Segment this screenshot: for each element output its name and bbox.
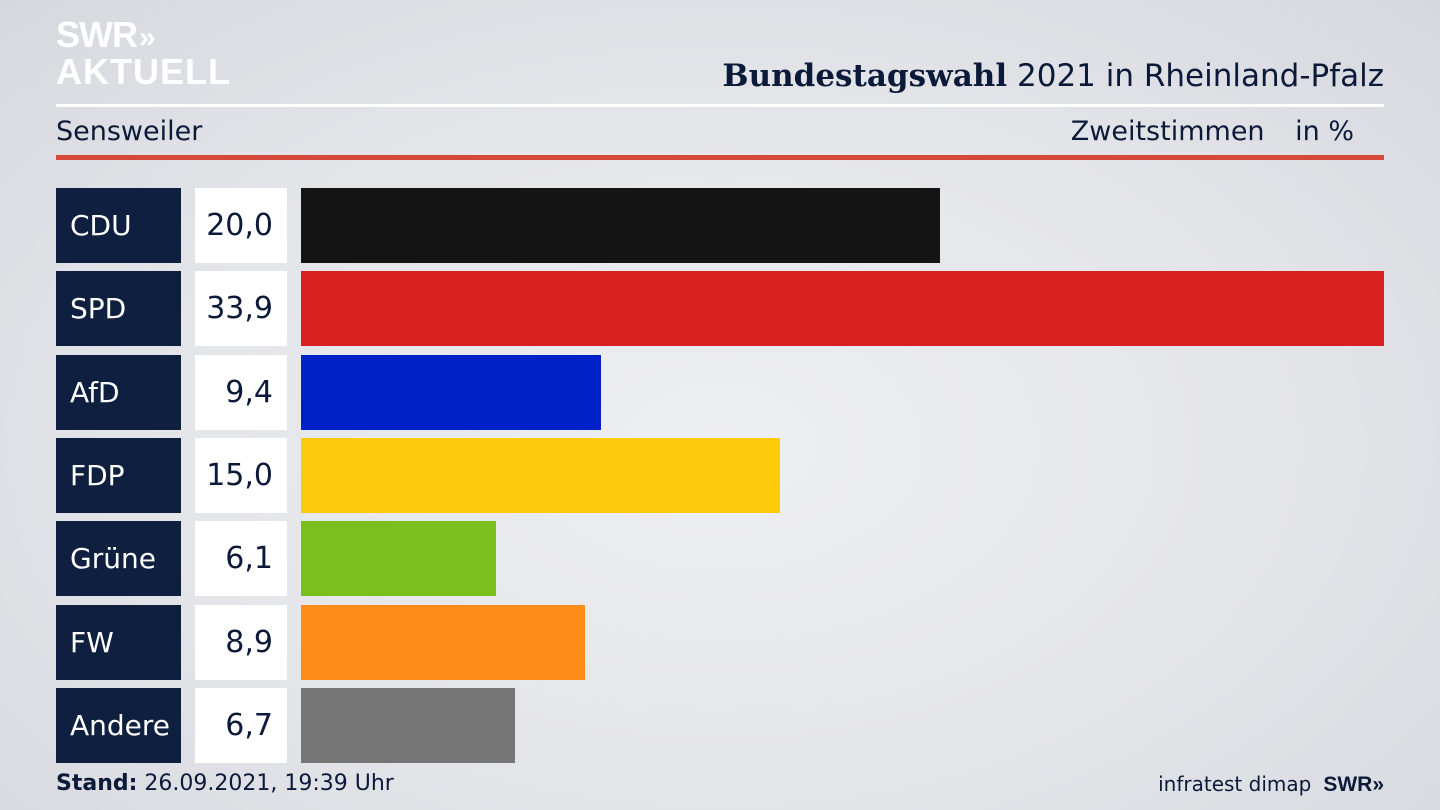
timestamp-label: Stand: [56,771,138,796]
chart-title: Bundestagswahl 2021 in Rheinland-Pfalz [722,58,1384,94]
logo-text-aktuell: AKTUELL [56,51,231,92]
logo-text-swr: SWR [56,14,138,55]
unit-label: in % [1295,116,1354,147]
bar [301,188,940,263]
chart-title-rest: 2021 in Rheinland-Pfalz [1017,58,1384,94]
value-label: 33,9 [195,271,287,346]
bar [301,521,496,596]
header-divider-red [56,155,1384,160]
swr-brand-logo: SWR» [1323,773,1384,796]
party-label: CDU [56,188,181,263]
bar [301,688,515,763]
vote-type-label: Zweitstimmen [1070,116,1265,147]
header-divider-white [56,104,1384,107]
value-label: 6,7 [195,688,287,763]
party-label: AfD [56,355,181,430]
value-label: 8,9 [195,605,287,680]
value-label: 15,0 [195,438,287,513]
bar [301,271,1384,346]
party-label: FDP [56,438,181,513]
swr-chevrons-icon: » [1372,773,1384,796]
location-label: Sensweiler [56,116,203,147]
value-label: 6,1 [195,521,287,596]
party-label: Grüne [56,521,181,596]
chart-title-bold: Bundestagswahl [722,58,1008,94]
source-label: infratest dimap [1158,772,1312,796]
timestamp-value: 26.09.2021, 19:39 Uhr [144,771,394,796]
party-label: SPD [56,271,181,346]
value-label: 20,0 [195,188,287,263]
logo-chevrons-icon: » [139,21,155,54]
timestamp: Stand: 26.09.2021, 19:39 Uhr [56,771,394,796]
bar [301,355,601,430]
bar [301,438,780,513]
source-credit: infratest dimap SWR» [1158,772,1384,797]
measure-labels: Zweitstimmen in % [1071,116,1354,147]
bar [301,605,585,680]
swr-aktuell-logo: SWR» AKTUELL [56,17,231,92]
value-label: 9,4 [195,355,287,430]
party-label: FW [56,605,181,680]
swr-brand-text: SWR [1323,773,1373,796]
party-label: Andere [56,688,181,763]
